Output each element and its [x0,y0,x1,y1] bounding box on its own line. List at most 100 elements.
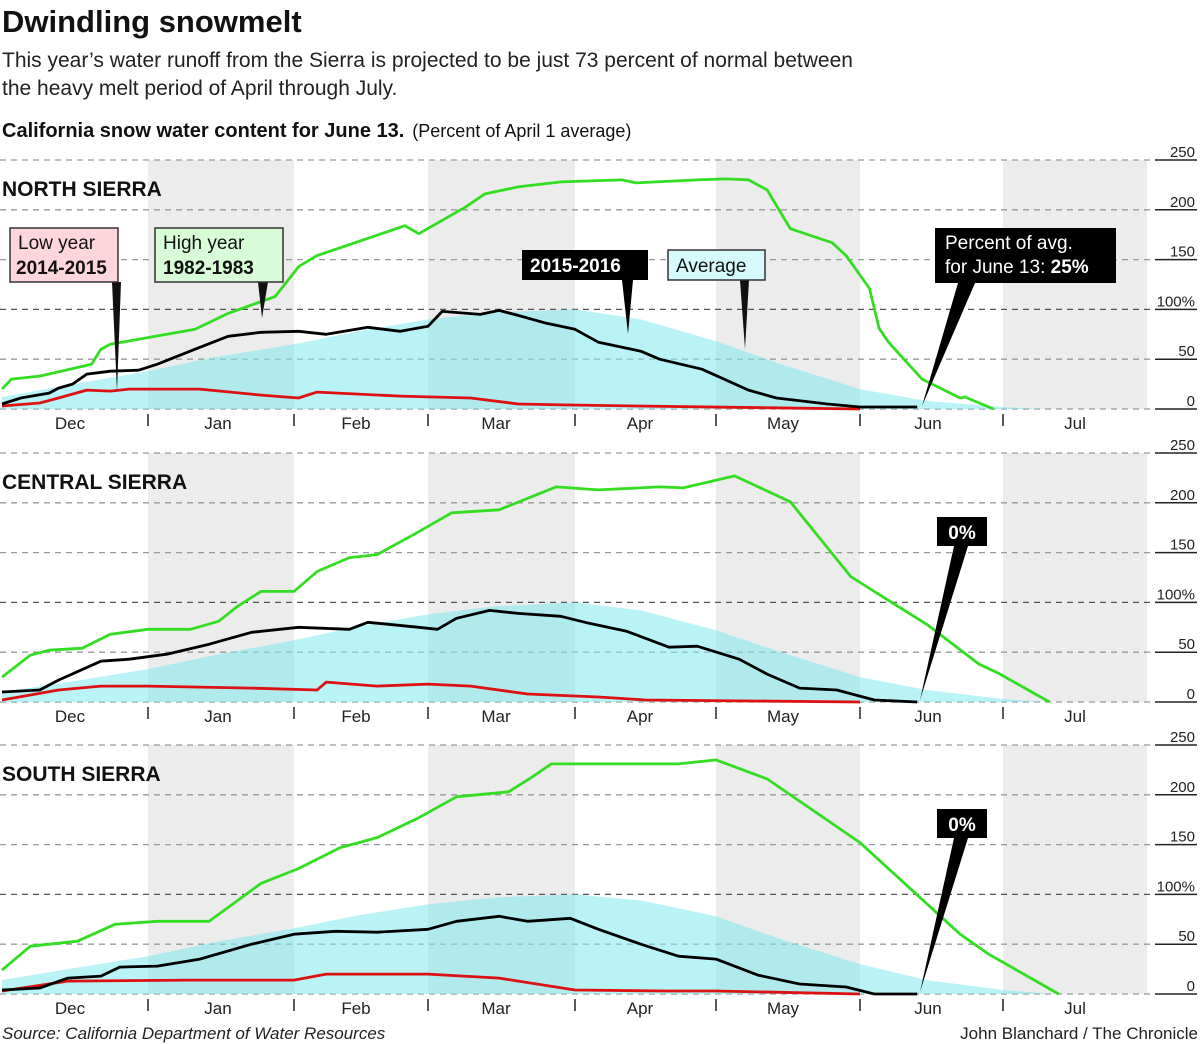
y-tick-label: 0 [1187,686,1195,703]
y-tick-label: 150 [1170,537,1195,554]
x-tick-label: Jul [1064,707,1086,726]
x-tick-label: Feb [341,707,370,726]
average-callout [667,249,766,281]
chart-heading: California snow water content for June 1… [2,120,631,142]
x-tick-label: Feb [341,414,370,433]
x-tick-label: Apr [627,707,654,726]
x-tick-label: Jan [204,707,231,726]
current-year-line [1,609,918,704]
y-tick-label: 50 [1178,343,1195,360]
x-tick-label: Mar [481,999,511,1018]
central-callouts: 0% [920,517,987,700]
percent-callout [935,228,1116,283]
month-band [1003,453,1147,702]
x-tick-label: Mar [481,707,511,726]
y-tick-label: 250 [1170,729,1195,746]
y-tick-label: 100% [1157,878,1195,895]
subtitle-line-1: This year’s water runoff from the Sierra… [2,49,853,72]
y-tick-label: 200 [1170,487,1195,504]
month-band [1003,160,1147,409]
y-tick-label: 200 [1170,194,1195,211]
average-area [2,309,1045,409]
low-year-callout [9,227,119,283]
y-tick-label: 200 [1170,779,1195,796]
y-tick-label: 250 [1170,437,1195,454]
x-tick-label: Apr [627,414,654,433]
percent-value: 25% [1051,257,1089,278]
x-tick-label: May [767,414,800,433]
central-percent-callout [937,517,987,546]
y-tick-label: 50 [1178,636,1195,653]
x-tick-label: May [767,707,800,726]
panel-title: SOUTH SIERRA [2,763,161,786]
average-area [2,602,1045,702]
x-tick-label: May [767,999,800,1018]
panel-title: NORTH SIERRA [2,178,162,201]
x-tick-label: Apr [627,999,654,1018]
subtitle-line-2: the heavy melt period of April through J… [2,77,397,100]
average-pointer [740,280,749,349]
x-tick-label: Jun [914,999,941,1018]
central-percent-value: 0% [948,523,976,544]
chart-heading-unit: (Percent of April 1 average) [412,121,631,141]
x-tick-label: Dec [55,707,86,726]
high-year-pointer [258,282,268,318]
average-label: Average [676,256,746,277]
percent-label-line2: for June 13: 25% [945,257,1089,278]
source-note: Source: California Department of Water R… [2,1024,386,1043]
y-tick-label: 0 [1187,978,1195,995]
chart-title: Dwindling snowmelt [2,4,302,39]
x-tick-label: Dec [55,999,86,1018]
chart-heading-main: California snow water content for June 1… [2,120,404,142]
x-tick-label: Jul [1064,999,1086,1018]
x-tick-label: Feb [341,999,370,1018]
low-year-label: Low year [18,233,96,254]
south-callouts: 0% [920,809,987,992]
panel-north-sierra: 0 50 100% 150 200 250 Dec Jan Feb Mar Apr May Jun Jul… [0,144,1197,433]
current-year-line [1,914,918,996]
average-area [2,894,1055,994]
high-year-line [0,177,995,411]
percent-pointer [922,283,975,406]
month-band [1003,745,1147,994]
y-tick-label: 0 [1187,393,1195,410]
north-callouts: Low year 2014-2015 High year 1982-1983 2… [9,227,1116,406]
high-year-callout [154,227,284,283]
low-year-years: 2014-2015 [16,258,107,279]
panel-south-sierra: 0 50 100% 150 200 250 Dec Jan Feb Mar Apr May Jun Jul… [0,729,1197,1018]
x-tick-label: Jan [204,999,231,1018]
percent-label-prefix: for June 13: [945,257,1051,278]
panel-title: CENTRAL SIERRA [2,471,187,494]
x-tick-label: Jun [914,414,941,433]
low-year-line [1,387,861,411]
credit-note: John Blanchard / The Chronicle [960,1024,1198,1043]
high-year-line [1,474,1051,704]
y-tick-label: 150 [1170,829,1195,846]
x-tick-label: Dec [55,414,86,433]
low-year-line [1,680,861,704]
south-percent-pointer [920,838,968,992]
panel-central-sierra: 0 50 100% 150 200 250 Dec Jan Feb Mar Apr May Jun Jul… [0,437,1197,726]
y-tick-label: 100% [1157,586,1195,603]
central-percent-pointer [920,546,968,700]
high-year-label: High year [163,233,245,254]
current-year-pointer [622,280,633,334]
low-year-line [1,972,861,996]
y-tick-label: 100% [1157,293,1195,310]
low-year-pointer [112,282,121,392]
current-year-line [1,309,918,409]
south-percent-callout [937,809,987,838]
south-percent-value: 0% [948,815,976,836]
y-tick-label: 150 [1170,244,1195,261]
y-tick-label: 250 [1170,144,1195,161]
y-tick-label: 50 [1178,928,1195,945]
x-tick-label: Mar [481,414,511,433]
current-year-callout [522,250,648,280]
x-tick-label: Jun [914,707,941,726]
percent-label-line1: Percent of avg. [945,233,1073,254]
high-year-line [1,758,1060,996]
current-year-label: 2015-2016 [530,256,621,277]
high-year-years: 1982-1983 [163,258,254,279]
x-tick-label: Jan [204,414,231,433]
